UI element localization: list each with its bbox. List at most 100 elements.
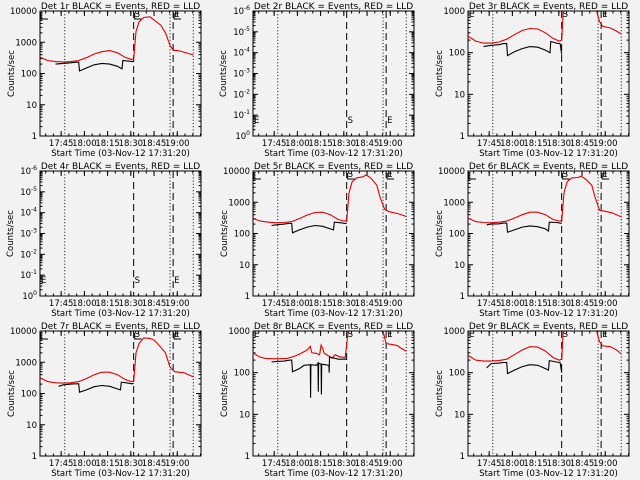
- lld-series-line-post: [595, 10, 622, 35]
- y-tick-label: 10: [26, 101, 37, 111]
- x-tick-label: 19:00: [165, 139, 190, 149]
- x-tick-label: 19:00: [378, 299, 403, 309]
- interval-flag: [347, 173, 355, 180]
- y-tick-label: 10-5: [233, 26, 250, 38]
- y-tick-label: 10-1: [20, 269, 37, 281]
- x-tick-label: 19:00: [593, 139, 618, 149]
- y-tick-label: 10-6: [20, 165, 37, 177]
- end-marker-label: E: [602, 170, 607, 180]
- x-tick-label: 18:45: [355, 139, 380, 149]
- end-marker-label: E: [174, 10, 179, 20]
- y-tick-label: 1000: [443, 7, 465, 17]
- lld-series-line: [252, 174, 407, 224]
- y-axis-label: Counts/sec: [219, 50, 229, 97]
- end-marker-label: E: [602, 10, 607, 20]
- x-tick-label: 18:15: [95, 299, 120, 309]
- events-series-line: [271, 221, 347, 234]
- x-axis-label: Start Time (03-Nov-12 17:31:20): [51, 149, 190, 159]
- x-tick-label: 17:45: [49, 299, 74, 309]
- x-tick-label: 18:30: [547, 459, 572, 469]
- y-tick-label: 1000: [228, 327, 250, 337]
- x-tick-label: 17:45: [477, 299, 502, 309]
- interval-flag: [173, 333, 182, 340]
- y-tick-label: 10-2: [233, 88, 250, 100]
- y-tick-label: 10000: [10, 7, 37, 17]
- x-tick-label: 18:15: [95, 139, 120, 149]
- end-marker-label: E: [254, 116, 259, 126]
- y-tick-label: 10-4: [233, 47, 250, 59]
- y-axis-label: Counts/sec: [7, 370, 17, 417]
- chart-panel-1: Det 1r BLACK = Events, RED = LLD 1 10 100 10…: [7, 2, 202, 159]
- y-axis-label: Counts/sec: [6, 210, 16, 257]
- plot-frame: [252, 330, 415, 457]
- y-tick-label: 1: [245, 452, 250, 462]
- interval-flag: [386, 173, 395, 180]
- chart-panel-3: Det 3r BLACK = Events, RED = LLD 1 10 100 10…: [435, 2, 630, 159]
- chart-title: Det 9r BLACK = Events, RED = LLD: [469, 322, 628, 332]
- end-marker-label: E: [41, 276, 46, 286]
- y-tick-label: 100: [21, 70, 37, 80]
- lld-series-line: [467, 175, 622, 224]
- x-tick-label: 18:00: [72, 459, 97, 469]
- y-tick-label: 1: [245, 292, 250, 302]
- x-tick-label: 18:15: [523, 299, 548, 309]
- chart-panel-6: Det 6r BLACK = Events, RED = LLD 1 10 100 10…: [435, 162, 630, 319]
- lld-series-line-post: [382, 330, 407, 352]
- x-tick-label: 18:15: [308, 459, 333, 469]
- events-series-line: [483, 40, 563, 57]
- start-marker-label: S: [348, 116, 353, 126]
- y-tick-label: 10-3: [233, 68, 250, 80]
- plot-frame: [39, 330, 202, 457]
- end-marker-label: E: [469, 330, 474, 340]
- x-tick-label: 18:45: [570, 139, 595, 149]
- x-tick-label: 17:45: [262, 459, 287, 469]
- x-tick-label: 19:00: [378, 139, 403, 149]
- y-tick-label: 100: [234, 369, 250, 379]
- chart-title: Det 4r BLACK = Events, RED = LLD: [41, 162, 200, 172]
- y-tick-label: 10: [239, 410, 250, 420]
- x-tick-label: 18:30: [547, 299, 572, 309]
- start-marker-label: S: [348, 170, 353, 180]
- x-tick-label: 17:45: [477, 459, 502, 469]
- interval-flag: [40, 333, 48, 340]
- y-tick-label: 100: [235, 130, 250, 142]
- y-tick-label: 1000: [228, 198, 250, 208]
- x-tick-label: 19:00: [593, 299, 618, 309]
- x-tick-label: 18:00: [500, 299, 525, 309]
- x-tick-label: 18:30: [119, 299, 144, 309]
- end-marker-label: E: [602, 330, 607, 340]
- lld-series-line: [467, 10, 564, 44]
- x-tick-label: 18:00: [285, 459, 310, 469]
- start-marker-label: S: [348, 330, 353, 340]
- chart-panel-9: Det 9r BLACK = Events, RED = LLD 1 10 100 10…: [435, 322, 630, 479]
- events-series-line: [271, 356, 347, 398]
- x-tick-label: 18:00: [500, 459, 525, 469]
- start-marker-label: S: [563, 330, 568, 340]
- y-axis-label: Counts/sec: [435, 210, 445, 257]
- chart-title: Det 8r BLACK = Events, RED = LLD: [254, 322, 413, 332]
- interval-flag: [253, 173, 261, 180]
- lld-series-line: [252, 330, 349, 360]
- y-tick-label: 1: [32, 452, 37, 462]
- x-axis-label: Start Time (03-Nov-12 17:31:20): [51, 469, 190, 479]
- interval-flag: [601, 173, 610, 180]
- y-tick-label: 1000: [443, 327, 465, 337]
- x-tick-label: 18:45: [142, 139, 167, 149]
- x-tick-label: 18:45: [570, 299, 595, 309]
- x-tick-label: 17:45: [262, 299, 287, 309]
- lld-series-line: [39, 16, 194, 63]
- events-series-line: [55, 59, 134, 72]
- x-tick-label: 18:00: [72, 299, 97, 309]
- end-marker-label: E: [387, 330, 392, 340]
- y-tick-label: 10: [239, 261, 250, 271]
- x-tick-label: 18:30: [332, 139, 357, 149]
- x-tick-label: 18:00: [500, 139, 525, 149]
- y-tick-label: 10000: [438, 167, 465, 177]
- y-axis-label: Counts/sec: [435, 50, 445, 97]
- x-tick-label: 18:45: [142, 459, 167, 469]
- chart-panel-4: Det 4r BLACK = Events, RED = LLD 100 10-1 1…: [6, 162, 202, 319]
- x-tick-label: 18:30: [547, 139, 572, 149]
- x-tick-label: 18:45: [142, 299, 167, 309]
- y-tick-label: 1000: [15, 358, 37, 368]
